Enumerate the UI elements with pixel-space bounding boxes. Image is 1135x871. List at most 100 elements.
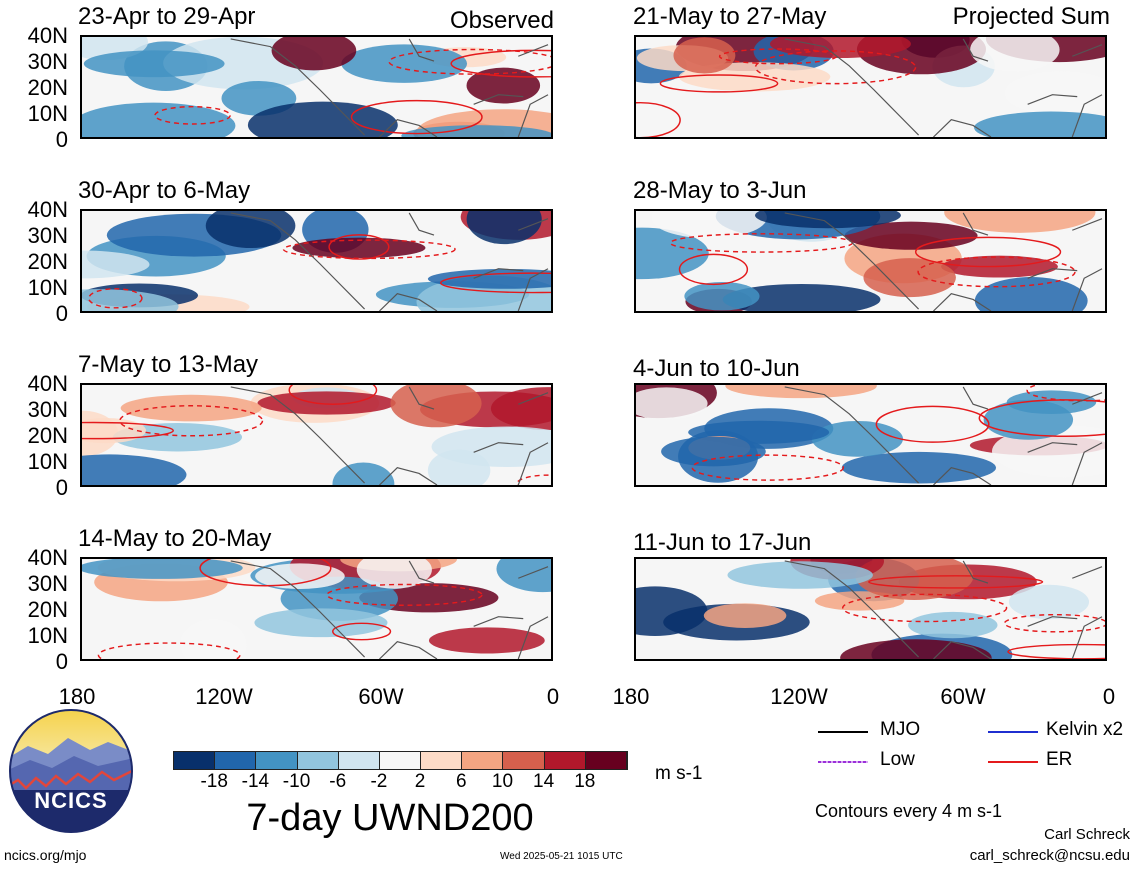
y-tick-label: 0 (55, 475, 68, 500)
er-contour (87, 288, 143, 309)
anomaly-blob (205, 211, 296, 249)
anomaly-blob (180, 619, 247, 659)
colorbar-tick-label: -6 (329, 771, 347, 792)
anomaly-blob (841, 451, 997, 484)
anomaly-blob (332, 462, 395, 485)
map-panel-4 (634, 209, 1107, 313)
er-contour (288, 385, 378, 405)
anomaly-blob (82, 250, 150, 279)
anomaly-blob (855, 559, 974, 600)
anomaly-blob (1004, 70, 1105, 116)
anomaly-blob (431, 426, 551, 468)
anomaly-blob (636, 387, 708, 420)
coastline (784, 38, 1103, 137)
anomaly-blob (722, 283, 881, 311)
panel-title-7: 14-May to 20-May (78, 525, 272, 552)
anomaly-blob (82, 289, 179, 311)
anomaly-blob (255, 563, 345, 589)
map-panel-3 (80, 209, 553, 313)
colorbar-tick-label: 6 (455, 771, 467, 792)
x-tick-left-120w: 120W (195, 684, 253, 709)
colorbar-swatch (256, 752, 298, 769)
coastline (230, 386, 549, 485)
x-tick-right-120w: 120W (770, 684, 828, 709)
anomaly-blob (271, 37, 357, 71)
y-tick-label: 10N (27, 101, 68, 126)
ncics-logo: NCICS (8, 708, 134, 834)
anomaly-blob (247, 101, 398, 137)
kelvin-legend-label: Kelvin x2 (1046, 719, 1124, 740)
anomaly-blob (661, 436, 766, 467)
kelvin-legend-line (988, 731, 1038, 733)
er-contour (97, 642, 241, 659)
anomaly-blob (356, 559, 432, 589)
colorbar-tick-label: 14 (533, 771, 555, 792)
wind-anomaly-field (636, 385, 1105, 485)
colorbar (173, 751, 628, 770)
anomaly-blob (769, 37, 911, 58)
wind-anomaly-field (82, 211, 551, 311)
map-panel-2 (634, 35, 1107, 139)
anomaly-blob (82, 417, 147, 444)
er-legend-line (988, 761, 1038, 763)
map-panel-1 (80, 35, 553, 139)
anomaly-blob (844, 221, 978, 250)
main-title: 7-day UWND200 (246, 797, 534, 839)
anomaly-blob (83, 50, 225, 78)
timestamp: Wed 2025-05-21 1015 UTC (500, 851, 623, 862)
y-tick-label: 20N (27, 75, 68, 100)
anomaly-blob (82, 454, 187, 485)
anomaly-blob (254, 608, 388, 638)
colorbar-swatch (503, 752, 545, 769)
x-tick-right-60w: 60W (940, 684, 986, 709)
anomaly-blob (427, 268, 551, 289)
y-tick-label: 20N (27, 423, 68, 448)
ncics-logo-graphic (9, 709, 133, 833)
er-contour (978, 399, 1105, 437)
er-contour (82, 421, 174, 440)
panel-title-8: 11-Jun to 17-Jun (633, 529, 812, 556)
anomaly-blob (636, 227, 709, 280)
y-tick-label: 20N (27, 249, 68, 274)
wind-anomaly-field (636, 559, 1105, 659)
coastline (784, 386, 1103, 485)
wind-anomaly-field (82, 37, 551, 137)
er-contour (332, 622, 392, 641)
anomaly-blob (727, 561, 873, 589)
colorbar-tick-label: -14 (241, 771, 270, 792)
y-tick-label: 40N (27, 23, 68, 48)
er-contour (914, 236, 1062, 268)
er-contour (659, 74, 779, 93)
colorbar-tick-label: 10 (491, 771, 514, 792)
map-panel-7 (80, 557, 553, 661)
x-tick-left-0: 0 (546, 684, 560, 709)
x-tick-right-180: 180 (612, 684, 650, 709)
er-contour (516, 474, 551, 485)
coastline (230, 560, 549, 659)
anomaly-blob (811, 420, 904, 457)
y-tick-label: 30N (27, 223, 68, 248)
colorbar-swatch (585, 752, 627, 769)
anomaly-blob (974, 277, 1088, 311)
anomaly-blob (944, 211, 1096, 233)
er-contour (199, 559, 332, 587)
er-contour (691, 454, 845, 481)
anomaly-blob (401, 125, 551, 137)
coastline (784, 560, 1103, 659)
colorbar-swatch (215, 752, 257, 769)
wind-anomaly-field (82, 559, 551, 659)
colorbar-swatch (462, 752, 504, 769)
y-tick-label: 0 (55, 127, 68, 152)
panel-title-4: 28-May to 3-Jun (633, 177, 807, 204)
colorbar-tick-label: -18 (200, 771, 228, 792)
y-tick-label: 20N (27, 597, 68, 622)
map-panel-6 (634, 383, 1107, 487)
er-contour (388, 48, 551, 75)
colorbar-tick-label: -2 (370, 771, 388, 792)
anomaly-blob (725, 385, 877, 399)
y-tick-label: 40N (27, 545, 68, 570)
er-contour (328, 234, 390, 260)
anomaly-blob (908, 611, 998, 639)
anomaly-blob (292, 237, 426, 259)
panel-title-6: 4-Jun to 10-Jun (633, 355, 800, 382)
